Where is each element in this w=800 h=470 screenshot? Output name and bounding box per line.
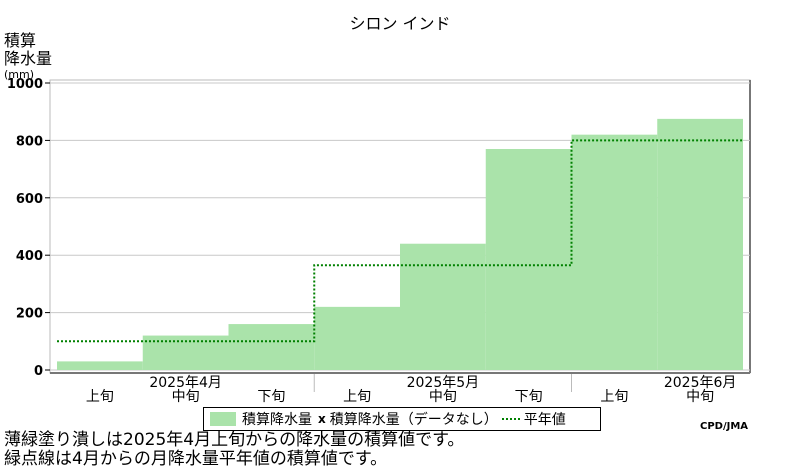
x-tick-label: 上旬 [600, 389, 628, 405]
legend-bar-label: 積算降水量 [242, 412, 312, 428]
bar [485, 149, 572, 370]
y-axis-label-line-2: 降水量 [4, 49, 53, 68]
legend-missing-label: 積算降水量（データなし） [329, 412, 498, 428]
legend-missing-marker: x [318, 412, 326, 426]
note-line-1: 薄緑塗り潰しは2025年4月上旬からの降水量の積算値です。 [4, 430, 465, 450]
y-tick-label: 0 [34, 364, 43, 379]
x-tick-label: 中旬 [686, 389, 714, 405]
legend-bar-swatch [210, 412, 236, 426]
bar [228, 324, 315, 370]
credit-label: CPD/JMA [700, 421, 749, 432]
x-tick-label: 下旬 [257, 389, 285, 405]
legend-line-label: 平年値 [523, 412, 566, 428]
y-tick-label: 400 [16, 249, 43, 264]
bar [657, 118, 743, 370]
bar [57, 361, 143, 370]
bar [571, 134, 658, 370]
y-tick-label: 800 [16, 134, 43, 149]
note-line-2: 緑点線は4月からの月降水量平年値の積算値です。 [4, 449, 388, 469]
x-tick-label: 上旬 [343, 389, 371, 405]
month-label: 2025年6月 [664, 375, 737, 391]
x-tick-label: 下旬 [515, 389, 543, 405]
x-tick-label: 中旬 [172, 389, 200, 405]
legend: 積算降水量 x 積算降水量（データなし） 平年値 [203, 407, 601, 431]
chart-title: シロン インド [349, 14, 451, 33]
bar [314, 306, 400, 370]
bar [400, 243, 486, 370]
x-tick-label: 上旬 [86, 389, 114, 405]
y-tick-label: 1000 [7, 77, 43, 92]
y-axis-label-line-1: 積算 [4, 31, 37, 50]
legend-line-swatch [501, 418, 520, 420]
y-tick-label: 600 [16, 192, 43, 207]
y-axis-unit: (mm) [4, 68, 35, 81]
x-tick-label: 中旬 [429, 389, 457, 405]
y-tick-label: 200 [16, 307, 43, 322]
month-label: 2025年4月 [149, 375, 222, 391]
month-label: 2025年5月 [407, 375, 480, 391]
